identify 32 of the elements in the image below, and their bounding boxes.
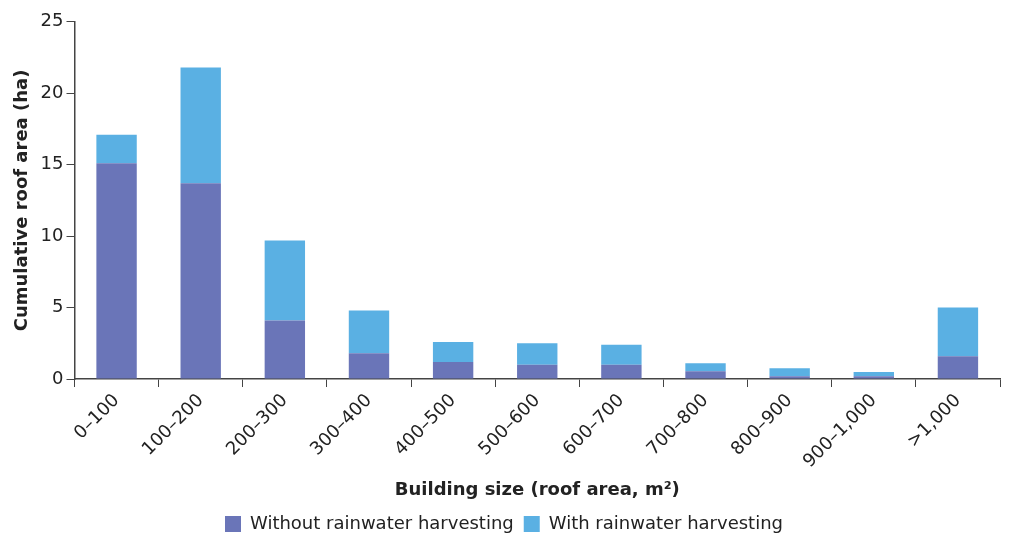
bar xyxy=(432,361,474,379)
bar xyxy=(685,363,726,372)
x-axis-title: Building size (roof area, m²) xyxy=(394,477,680,499)
y-tick-label: 20 xyxy=(40,80,64,102)
bar xyxy=(853,376,894,379)
bar xyxy=(601,344,642,365)
y-tick-label: 5 xyxy=(52,295,64,317)
bar xyxy=(853,371,894,377)
y-tick-label: 0 xyxy=(52,366,64,388)
bar xyxy=(685,371,726,379)
bar xyxy=(264,320,306,379)
bar xyxy=(180,183,221,379)
y-tick-label: 10 xyxy=(40,223,64,245)
bar xyxy=(432,341,474,362)
bar xyxy=(348,353,390,379)
y-tick-label: 25 xyxy=(40,9,64,31)
bar xyxy=(96,134,137,164)
bar xyxy=(96,163,137,379)
bar xyxy=(517,343,558,365)
bar xyxy=(517,364,558,379)
bar xyxy=(769,376,810,379)
bar xyxy=(937,307,979,357)
bar xyxy=(180,67,221,184)
y-axis-title: Cumulative roof area (ha) xyxy=(10,69,32,332)
legend-label: Without rainwater harvesting xyxy=(249,511,514,533)
bar xyxy=(769,368,810,377)
y-tick-label: 15 xyxy=(40,152,64,174)
bar xyxy=(348,310,390,354)
legend-label: With rainwater harvesting xyxy=(548,511,784,533)
bar xyxy=(601,364,642,379)
bar xyxy=(937,356,979,379)
bar xyxy=(264,240,306,321)
